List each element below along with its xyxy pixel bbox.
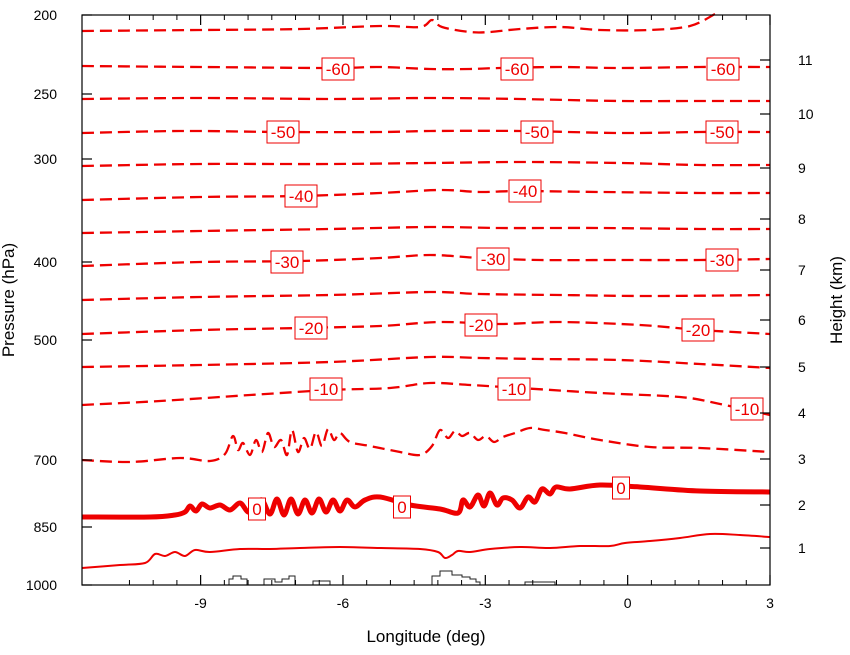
- svg-text:0: 0: [252, 500, 261, 519]
- y-tick-label: 700: [34, 452, 58, 468]
- contour-line-neg40: [81, 188, 771, 202]
- contour-label-neg20: -20: [464, 313, 498, 337]
- contour-label-neg50: -50: [520, 120, 554, 144]
- y2-tick-label: 3: [798, 451, 806, 467]
- contour-line-neg25: [81, 290, 771, 302]
- y2-tick-label: 1: [798, 540, 806, 556]
- contour-label-0: 0: [612, 476, 630, 500]
- y2-tick-label: 4: [798, 405, 806, 421]
- contour-label-neg20: -20: [294, 316, 328, 340]
- terrain-outline: [82, 570, 770, 586]
- contour-label-neg20: -20: [681, 318, 715, 342]
- svg-text:-60: -60: [326, 60, 351, 79]
- svg-text:-20: -20: [469, 316, 494, 335]
- svg-text:-60: -60: [711, 60, 736, 79]
- svg-text:-50: -50: [525, 123, 550, 142]
- terrain-layer: [82, 570, 770, 586]
- contour-line-5: [81, 532, 771, 569]
- svg-text:-10: -10: [314, 380, 339, 399]
- svg-text:0: 0: [397, 498, 406, 517]
- contour-line-neg15: [81, 355, 771, 370]
- svg-text:-20: -20: [299, 319, 324, 338]
- x-tick-label: -3: [479, 595, 492, 611]
- y2-tick-label: 7: [798, 262, 806, 278]
- y-axis-label: Pressure (hPa): [0, 243, 18, 357]
- svg-text:-10: -10: [502, 380, 527, 399]
- x-tick-label: -9: [194, 595, 207, 611]
- svg-text:-50: -50: [710, 123, 735, 142]
- contour-line-neg65: [81, 12, 716, 34]
- y-tick-label: 850: [34, 519, 58, 535]
- contour-label-neg10: -10: [309, 377, 343, 401]
- svg-text:0: 0: [616, 479, 625, 498]
- svg-text:-10: -10: [735, 400, 760, 419]
- contour-label-0: 0: [393, 495, 411, 519]
- svg-text:-30: -30: [710, 251, 735, 270]
- contour-label-neg30: -30: [705, 248, 739, 272]
- contour-line-neg55: [81, 96, 770, 103]
- contour-label-neg60: -60: [706, 57, 740, 81]
- y2-tick-label: 8: [798, 211, 806, 227]
- svg-text:-20: -20: [686, 321, 711, 340]
- contour-label-neg40: -40: [284, 184, 318, 208]
- svg-text:-40: -40: [289, 187, 314, 206]
- svg-text:-60: -60: [505, 60, 530, 79]
- contour-label-neg10: -10: [730, 397, 764, 421]
- axes-layer: -9 -6 -3 0 320025030040050070085010001234567…: [26, 7, 814, 611]
- contour-label-neg40: -40: [508, 179, 542, 203]
- contour-label-0: 0: [248, 497, 266, 521]
- contour-line-neg10: [81, 381, 771, 417]
- y2-axis-label: Height (km): [827, 256, 846, 344]
- y-tick-label: 400: [34, 254, 58, 270]
- plot-frame: [81, 14, 771, 586]
- contour-line-neg60: [81, 64, 771, 71]
- contour-line-neg35: [81, 225, 771, 235]
- y2-tick-label: 2: [798, 497, 806, 513]
- contour-labels: -60 -60 -60 -50 -50 -50 -40 -40 -30 -30 -30 -20 -20 -…: [248, 57, 764, 521]
- y-tick-label: 500: [34, 332, 58, 348]
- y-tick-label: 300: [34, 151, 58, 167]
- contour-line-neg45: [81, 160, 771, 168]
- svg-text:-40: -40: [513, 182, 538, 201]
- svg-text:-30: -30: [481, 250, 506, 269]
- y-tick-label: 250: [34, 86, 58, 102]
- x-tick-label: 0: [624, 595, 632, 611]
- contour-label-neg10: -10: [497, 377, 531, 401]
- svg-text:-30: -30: [275, 253, 300, 272]
- y-tick-label: 200: [34, 7, 58, 23]
- contour-label-neg30: -30: [270, 250, 304, 274]
- contour-line-neg50: [81, 129, 771, 135]
- contour-label-neg30: -30: [476, 247, 510, 271]
- y2-tick-label: 11: [798, 52, 813, 68]
- contour-label-neg60: -60: [321, 57, 355, 81]
- contour-label-neg50: -50: [266, 120, 300, 144]
- contour-line-neg5: [81, 426, 771, 464]
- y2-tick-label: 6: [798, 312, 806, 328]
- y2-tick-label: 9: [798, 160, 806, 176]
- contour-lines: [81, 12, 771, 569]
- contour-label-neg50: -50: [705, 120, 739, 144]
- contour-line-0: [81, 482, 771, 520]
- svg-text:-50: -50: [271, 123, 296, 142]
- contour-line-neg30: [81, 253, 771, 268]
- x-tick-label: 3: [766, 595, 774, 611]
- contour-line-neg20: [81, 320, 771, 336]
- contour-label-neg60: -60: [500, 57, 534, 81]
- y-tick-label: 1000: [26, 577, 57, 593]
- x-tick-label: -6: [337, 595, 350, 611]
- x-axis-label: Longitude (deg): [366, 627, 485, 646]
- y2-tick-label: 5: [798, 359, 806, 375]
- y2-tick-label: 10: [798, 106, 814, 122]
